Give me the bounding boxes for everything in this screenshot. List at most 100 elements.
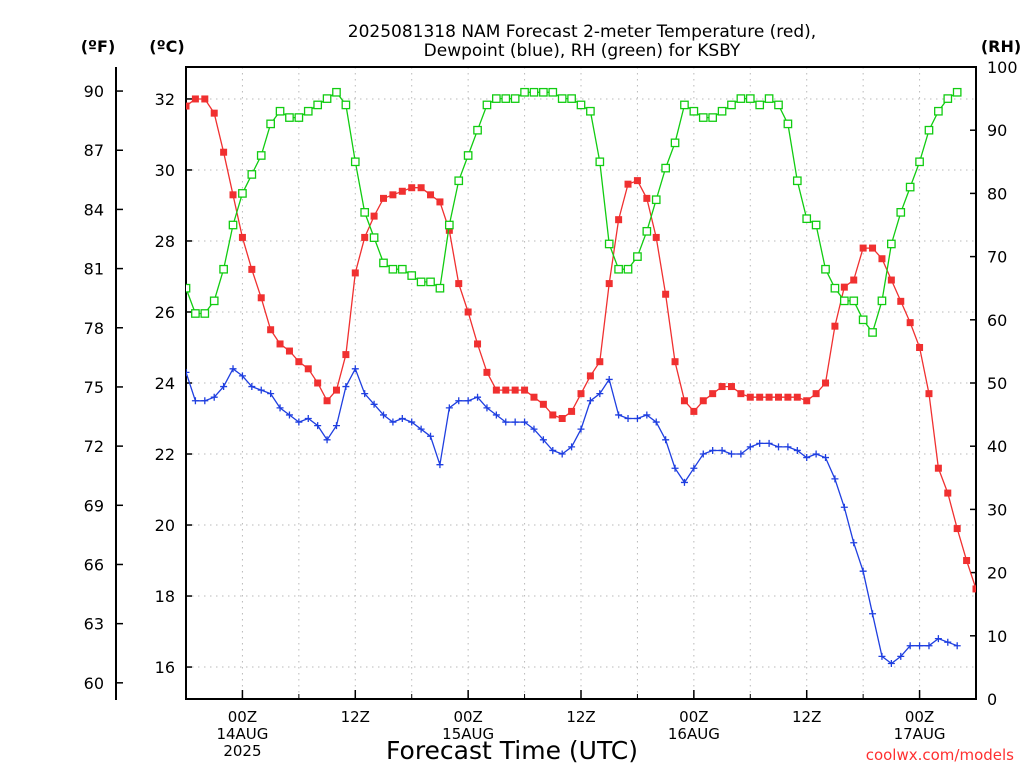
rh-point <box>529 87 539 97</box>
rh-point <box>482 100 492 110</box>
temperature-point <box>680 397 688 405</box>
temperature-point <box>897 297 905 305</box>
dewpoint-point <box>746 443 754 451</box>
temperature-point <box>944 489 952 497</box>
dewpoint-point <box>332 422 340 430</box>
rh-point <box>586 106 595 116</box>
dewpoint-point <box>186 368 190 376</box>
dewpoint-point <box>568 443 576 451</box>
dewpoint-point <box>257 386 265 394</box>
dewpoint-point <box>916 642 924 650</box>
rh-point <box>755 100 765 110</box>
rh-point <box>680 100 689 110</box>
rh-point <box>397 264 407 274</box>
x-tick-label-line1: 00Z <box>228 708 257 726</box>
rh-point <box>802 214 812 224</box>
rh-point <box>557 94 567 103</box>
rh-point <box>360 208 370 217</box>
temperature-point <box>784 393 792 401</box>
rh-tick-label: 40 <box>987 437 1007 456</box>
rh-tick-label: 60 <box>987 311 1007 330</box>
dewpoint-point <box>737 450 745 458</box>
x-tick-label-line1: 12Z <box>341 708 370 726</box>
axes: 60 63 66 69 72 75 78 81 84 87 90 16 18 20 22 24 26 28 30 32… <box>84 58 1018 760</box>
fahrenheit-tick-label: 69 <box>84 496 104 515</box>
dewpoint-point <box>718 446 726 454</box>
rh-point <box>717 106 727 116</box>
dewpoint-point <box>380 411 387 419</box>
temperature-point <box>201 95 209 103</box>
dewpoint-point <box>295 418 303 426</box>
temperature-point <box>850 276 858 284</box>
chart-title-line-1: 2025081318 NAM Forecast 2-meter Temperat… <box>348 22 816 42</box>
x-tick-label-line1: 00Z <box>905 708 934 726</box>
dewpoint-point <box>314 422 322 430</box>
dewpoint-point <box>511 418 519 426</box>
celsius-tick-label: 16 <box>155 658 175 677</box>
x-tick-label-line2: 17AUG <box>894 725 946 743</box>
temperature-point <box>436 198 444 206</box>
rh-point <box>369 233 379 242</box>
temperature-point <box>718 383 726 391</box>
dewpoint-point <box>492 411 500 419</box>
dewpoint-point <box>408 418 416 426</box>
temperature-point <box>314 379 322 387</box>
dewpoint-point <box>605 375 613 383</box>
temperature-point <box>906 319 914 327</box>
temperature-point <box>812 390 820 398</box>
dewpoint-point <box>483 404 491 412</box>
rh-point <box>934 106 943 116</box>
temperature-point <box>605 280 613 288</box>
rh-point <box>774 100 783 110</box>
rh-point <box>473 125 482 135</box>
fahrenheit-tick-label: 75 <box>84 378 104 397</box>
dewpoint-point <box>417 425 425 433</box>
rh-tick-label: 0 <box>987 690 997 709</box>
temperature-point <box>671 358 679 366</box>
rh-point <box>924 125 934 135</box>
rh-point <box>877 296 887 306</box>
rh-tick-label: 10 <box>987 627 1007 646</box>
temperature-point <box>643 194 651 202</box>
dewpoint-point <box>869 610 877 618</box>
temperature-point <box>257 294 265 302</box>
rh-tick-label: 30 <box>987 500 1007 519</box>
temperature-point <box>699 397 707 405</box>
temperature-point <box>332 386 340 394</box>
temperature-point <box>963 557 971 565</box>
rh-point <box>651 195 661 205</box>
rh-point <box>670 138 680 148</box>
rh-point <box>228 220 238 230</box>
temperature-point <box>934 464 942 472</box>
temperature-point <box>398 187 406 195</box>
rh-tick-label: 70 <box>987 248 1007 267</box>
temperature-point <box>351 269 359 277</box>
celsius-tick-label: 24 <box>155 374 175 393</box>
dewpoint-point <box>238 372 246 380</box>
fahrenheit-tick-label: 84 <box>84 200 104 219</box>
temperature-point <box>267 326 275 334</box>
temperature-point <box>887 276 895 284</box>
x-tick-label-line1: 00Z <box>679 708 708 726</box>
rh-point <box>745 94 755 103</box>
dewpoint-point <box>521 418 529 426</box>
fahrenheit-tick-label: 78 <box>84 319 104 338</box>
dewpoint-point <box>878 652 886 660</box>
rh-point <box>604 239 614 249</box>
rh-point <box>548 87 558 97</box>
temperature-point <box>238 233 246 241</box>
dewpoint-point <box>455 397 463 405</box>
dewpoint-point <box>577 425 585 433</box>
temperature-point <box>586 372 594 380</box>
rh-point <box>887 239 896 249</box>
temperature-point <box>549 411 557 419</box>
rh-point <box>661 163 670 173</box>
dewpoint-point <box>624 415 632 423</box>
x-tick-label-line2: 16AUG <box>668 725 720 743</box>
fahrenheit-tick-label: 87 <box>84 141 104 160</box>
x-tick-label-line3: 2025 <box>223 742 261 760</box>
rh-point <box>792 176 802 186</box>
dewpoint-point <box>229 365 237 373</box>
rh-point <box>905 182 915 192</box>
dewpoint-point <box>389 418 397 426</box>
